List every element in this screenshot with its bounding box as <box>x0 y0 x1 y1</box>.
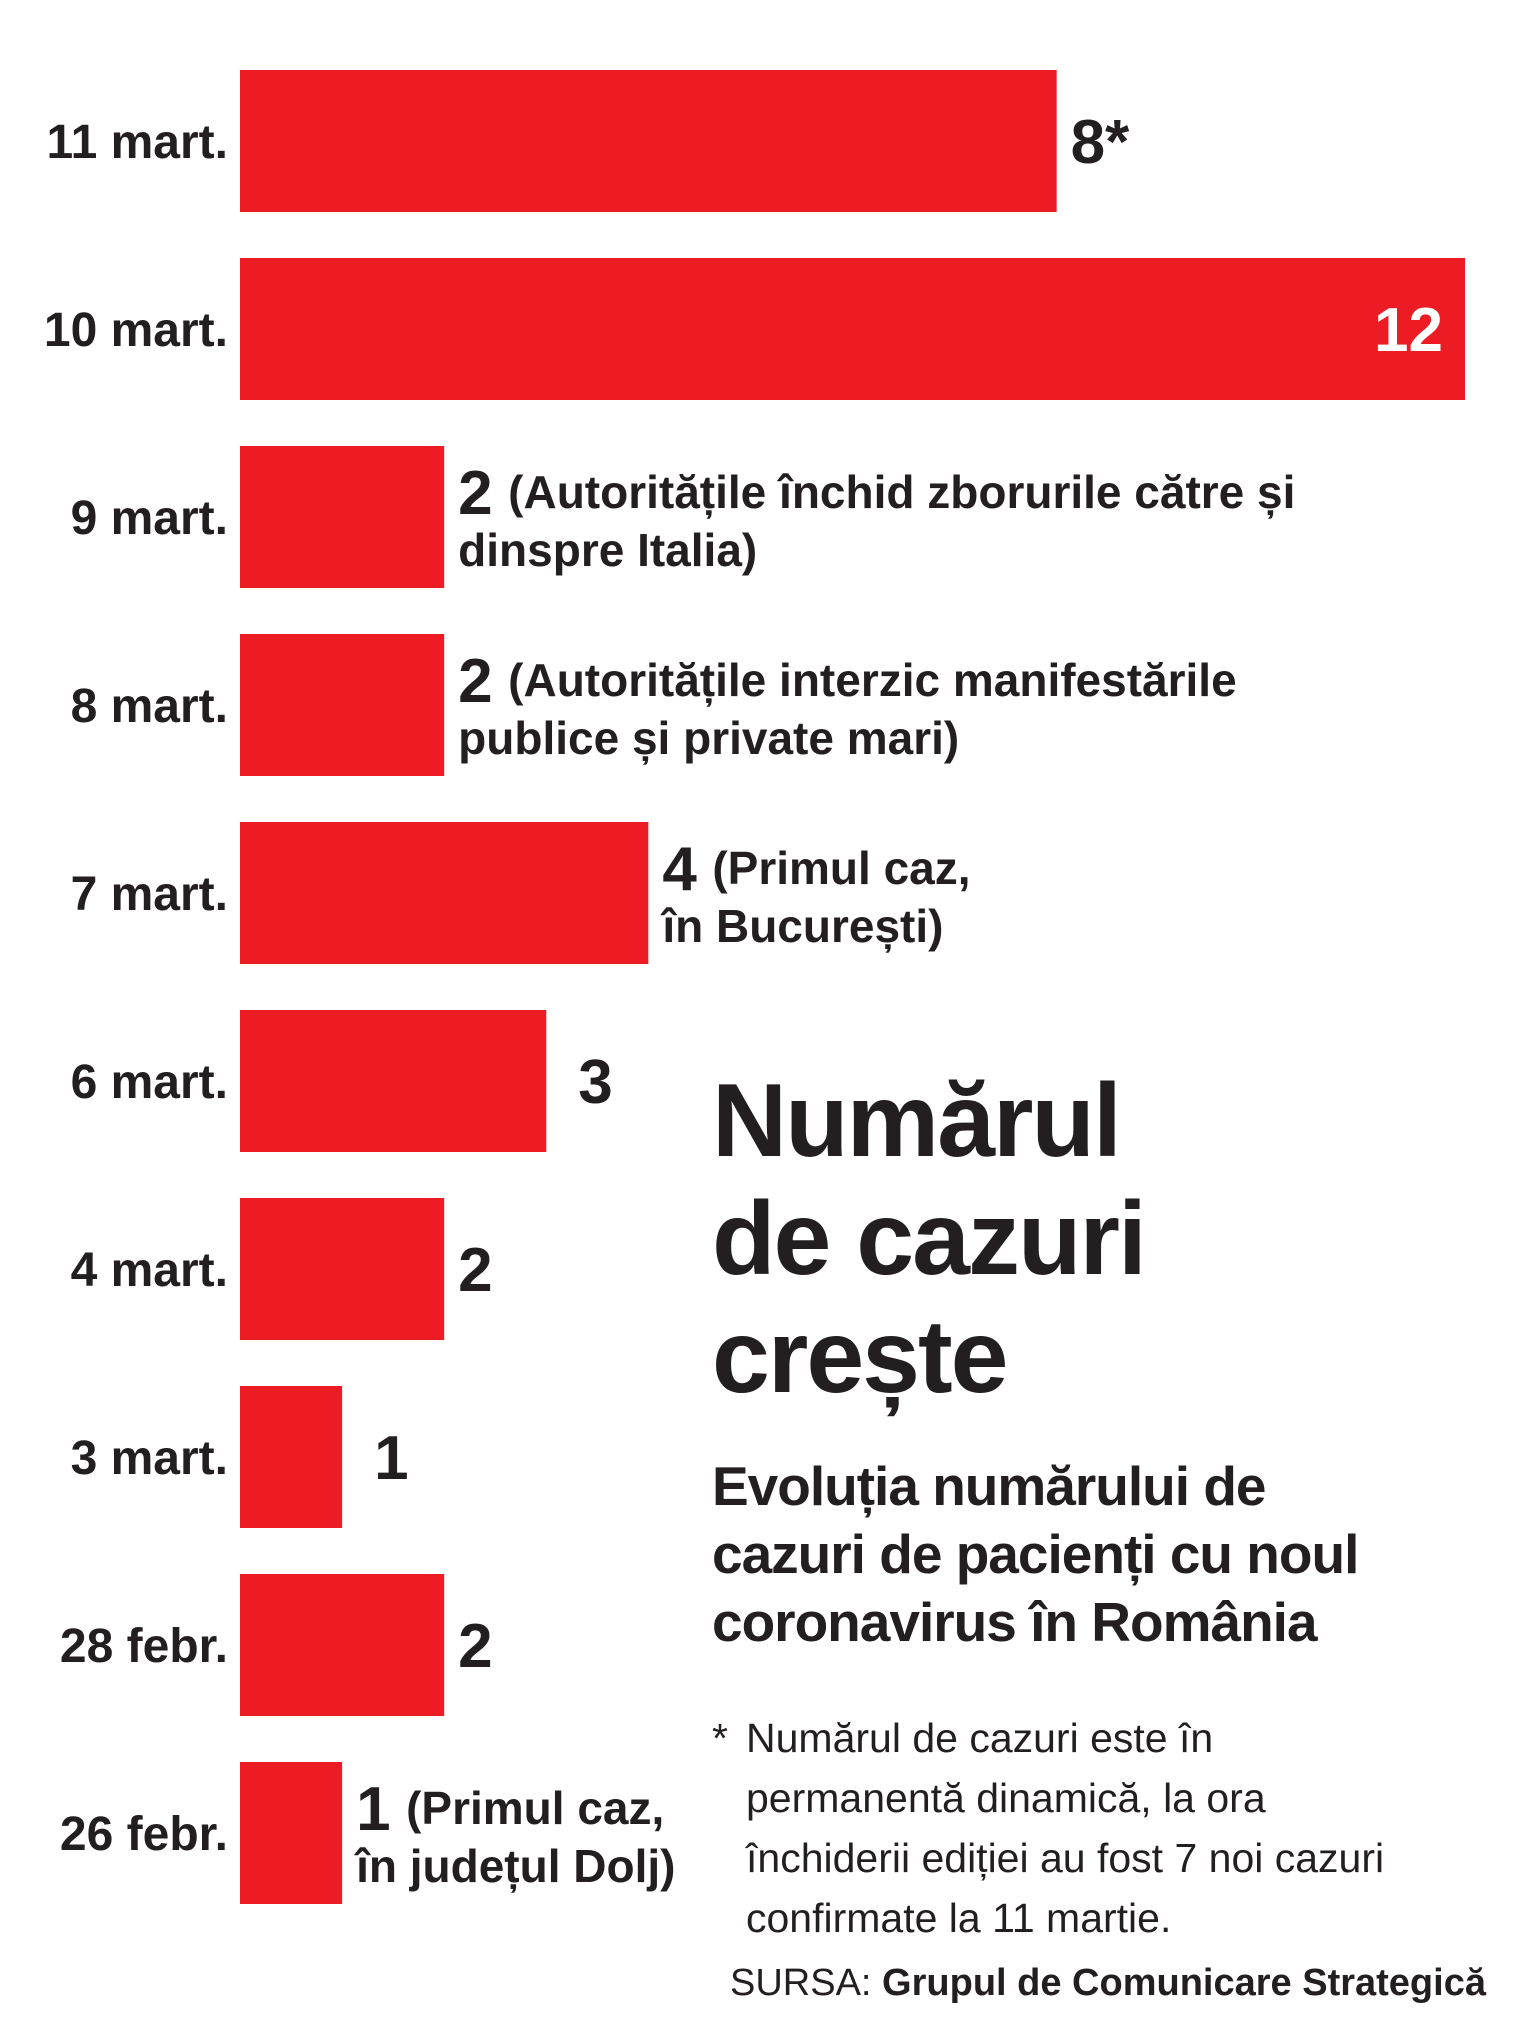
category-label: 4 mart. <box>71 1244 228 1297</box>
bar-group: 26 febr. 1 (Primul caz, în județul Dolj) <box>60 1762 675 1904</box>
bar-group: 9 mart. 2 (Autoritățile închid zborurile c… <box>71 446 1295 588</box>
value-label: 2 <box>458 1236 492 1305</box>
value-label: 4 <box>662 835 697 904</box>
bar <box>240 1010 547 1152</box>
bar <box>240 1198 445 1340</box>
value-label: 2 <box>458 1612 492 1681</box>
chart-subtitle: Evoluția numărului de cazuri de pacienți… <box>712 1455 1359 1653</box>
value-label: 2 <box>458 647 492 716</box>
source-organization: Grupul de Comunicare Strategică <box>882 1962 1486 2004</box>
value-label: 2 <box>458 459 492 528</box>
annotation-label: (Primul caz, <box>406 1782 664 1834</box>
source-prefix: SURSA: <box>730 1962 872 2004</box>
bar-group: 11 mart. 8* <box>47 70 1130 212</box>
footnote: * Numărul de cazuri este în permanentă d… <box>712 1708 1432 1948</box>
category-label: 10 mart. <box>44 304 228 357</box>
value-label: 12 <box>1374 296 1443 365</box>
category-label: 9 mart. <box>71 492 228 545</box>
annotation-label: dinspre Italia) <box>458 524 757 576</box>
bar-group: 7 mart. 4 (Primul caz, în București) <box>71 822 971 964</box>
bar <box>240 446 445 588</box>
bar-group: 6 mart. 3 <box>71 1010 613 1152</box>
value-label: 8* <box>1071 108 1130 177</box>
category-label: 8 mart. <box>71 680 228 733</box>
value-label: 1 <box>356 1775 390 1844</box>
annotation-label: (Autoritățile interzic manifestările <box>508 654 1237 707</box>
annotation-label: (Autoritățile închid zborurile către și <box>508 466 1295 519</box>
bar-group: 4 mart. 2 <box>71 1198 493 1340</box>
source-line: SURSA: Grupul de Comunicare Strategică <box>730 1962 1486 2005</box>
footnote-marker: * <box>712 1715 728 1761</box>
category-label: 6 mart. <box>71 1056 228 1109</box>
bar <box>240 822 649 964</box>
annotation-label: în județul Dolj) <box>354 1840 675 1893</box>
footnote-text: Numărul de cazuri este în permanentă din… <box>746 1715 1385 1941</box>
chart-title: Numărul de cazuri crește <box>712 1063 1147 1415</box>
bar <box>240 1386 343 1528</box>
bar-group: 28 febr. 2 <box>60 1574 493 1716</box>
bar-group: 3 mart. 1 <box>71 1386 409 1528</box>
category-label: 3 mart. <box>71 1432 228 1485</box>
bar <box>240 634 445 776</box>
value-label: 1 <box>374 1424 408 1493</box>
bar <box>240 70 1057 212</box>
bar <box>240 1762 343 1904</box>
annotation-label: publice și private mari) <box>458 712 959 765</box>
bar-group: 8 mart. 2 (Autoritățile interzic manifestă… <box>71 634 1237 776</box>
annotation-label: (Primul caz, <box>712 842 970 894</box>
bar <box>240 258 1465 400</box>
category-label: 28 febr. <box>60 1620 228 1673</box>
category-label: 7 mart. <box>71 868 228 921</box>
annotation-label: în București) <box>660 900 943 953</box>
value-label: 3 <box>578 1048 612 1117</box>
bar-group: 10 mart. 12 <box>44 258 1465 400</box>
category-label: 11 mart. <box>47 116 228 169</box>
bar <box>240 1574 445 1716</box>
category-label: 26 febr. <box>60 1808 228 1861</box>
